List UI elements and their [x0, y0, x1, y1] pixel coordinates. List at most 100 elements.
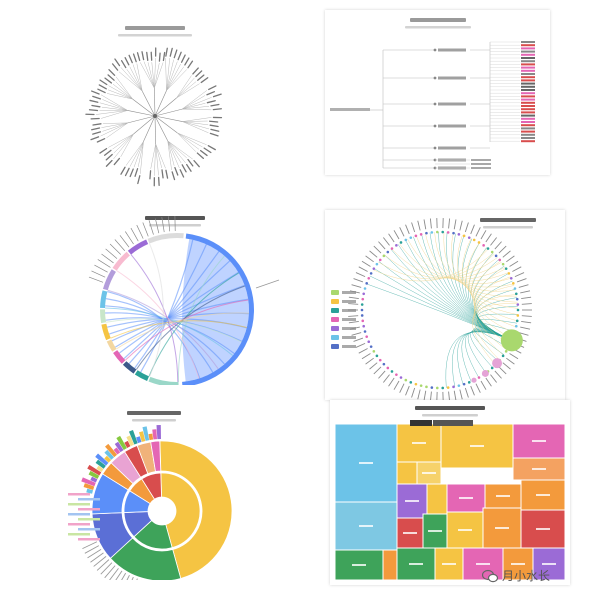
- leaf-label-mark: [521, 60, 535, 63]
- leaf-label-mark: [209, 132, 219, 137]
- tree-leaf-link: [177, 132, 200, 150]
- sunburst-segment: [104, 455, 112, 463]
- tree-leaf-link: [167, 140, 180, 169]
- network-node: [504, 350, 508, 353]
- chord-arc: [147, 233, 184, 244]
- tree-leaf-link: [166, 69, 188, 91]
- treemap-label-mark: [536, 528, 550, 530]
- network-node: [511, 282, 515, 285]
- leaf-label-mark: [200, 77, 209, 84]
- treemap-cell: [334, 549, 384, 581]
- chord-label-mark: [167, 216, 171, 232]
- chord-link: [105, 307, 234, 356]
- tree-branch: [154, 115, 169, 142]
- sunburst-segment: [156, 425, 161, 440]
- legend-label-mark: [342, 327, 356, 330]
- leaf-label-mark: [521, 44, 535, 47]
- network-node: [404, 378, 408, 382]
- tree-leaf-link: [182, 121, 209, 126]
- leaf-label-mark: [471, 159, 491, 161]
- network-node: [395, 373, 398, 376]
- network-node: [501, 262, 505, 266]
- leaf-label-mark: [165, 47, 168, 57]
- leaf-label-mark: [521, 47, 535, 50]
- tree-leaf-link: [143, 61, 155, 89]
- node-label-mark: [521, 303, 532, 305]
- network-node: [361, 319, 365, 323]
- tree-leaf-link: [118, 71, 143, 92]
- chord-link: [123, 260, 231, 360]
- network-link: [469, 247, 517, 328]
- network-node: [481, 369, 489, 377]
- tree-branch: [143, 115, 156, 142]
- node-label-mark: [516, 278, 527, 283]
- network-node: [425, 385, 428, 389]
- node-label-mark: [388, 233, 395, 243]
- leaf-label-mark: [181, 164, 187, 173]
- tree-node: [433, 146, 437, 150]
- leaf-label-mark: [471, 167, 491, 169]
- node-label-mark: [448, 218, 451, 229]
- tree-leaf-link: [106, 122, 128, 139]
- network-link: [465, 242, 518, 322]
- network-panel: [325, 210, 565, 400]
- watermark-text: 月小水长: [502, 569, 551, 583]
- tree-leaf-link: [120, 67, 143, 92]
- tree-node: [433, 48, 437, 52]
- leaf-label-mark: [521, 117, 535, 120]
- node-label-mark: [475, 383, 481, 393]
- treemap-label-mark: [412, 442, 426, 444]
- network-node: [362, 292, 366, 296]
- leaf-label-mark: [92, 131, 102, 135]
- leaf-label-mark: [199, 149, 208, 157]
- node-label-mark: [348, 315, 359, 317]
- tree-leaf-link: [167, 140, 193, 160]
- radial-tree-chart: [85, 26, 223, 187]
- leaf-label-mark: [521, 76, 535, 79]
- chord-arc: [113, 350, 126, 364]
- chord-link: [114, 284, 245, 348]
- node-label-mark: [358, 266, 368, 272]
- leaf-label-mark: [132, 53, 137, 63]
- sunburst-segment: [116, 435, 127, 450]
- network-node: [378, 358, 382, 362]
- tree-branch: [127, 115, 156, 124]
- leaf-label-mark: [88, 109, 99, 112]
- sunburst-label-mark: [115, 570, 123, 580]
- tree-leaf-link: [129, 141, 144, 167]
- network-node: [457, 384, 461, 387]
- leaf-label-mark: [184, 57, 190, 66]
- node-label-mark: [348, 303, 359, 305]
- leaf-label-mark: [521, 63, 535, 66]
- treemap-label-mark: [409, 563, 423, 565]
- chord-arc: [127, 239, 149, 255]
- node-label-mark: [490, 374, 497, 383]
- leaf-label-mark: [105, 159, 113, 167]
- network-node: [414, 382, 418, 386]
- network-link: [472, 260, 513, 340]
- node-label-mark: [430, 391, 432, 400]
- tree-branch: [127, 110, 156, 117]
- network-hub-node: [500, 329, 523, 352]
- sunburst-segment: [141, 472, 162, 500]
- legend-label-mark: [342, 318, 356, 321]
- sunburst-segment: [126, 435, 135, 447]
- leaf-label-mark: [521, 127, 535, 130]
- node-label-mark: [411, 222, 416, 233]
- network-node: [446, 231, 450, 234]
- node-label-mark: [378, 370, 386, 379]
- node-label-mark: [438, 76, 466, 80]
- network-node: [457, 233, 461, 236]
- network-node: [360, 303, 364, 306]
- leaf-label-mark: [209, 120, 219, 123]
- leaf-label-mark: [105, 153, 113, 161]
- chord-label-mark: [114, 239, 126, 251]
- network-link: [443, 232, 517, 297]
- leaf-label-mark: [146, 51, 149, 62]
- tree-branch: [154, 97, 177, 117]
- sunburst-segment: [148, 433, 154, 441]
- node-label-mark: [480, 230, 487, 240]
- node-label-mark: [506, 255, 515, 263]
- leaf-label-mark: [108, 69, 116, 76]
- leaf-label-mark: [136, 52, 141, 62]
